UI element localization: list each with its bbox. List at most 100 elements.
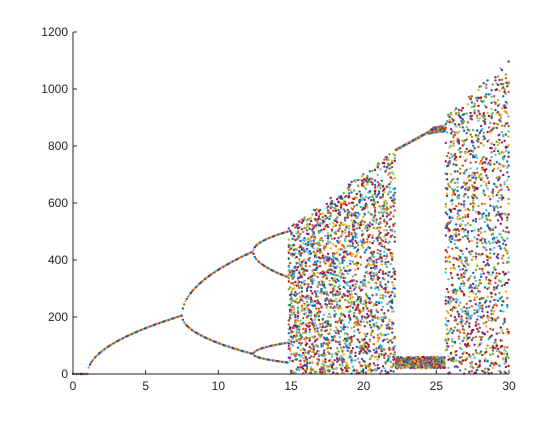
data-point — [320, 334, 323, 338]
data-point — [496, 98, 500, 102]
data-point — [502, 242, 505, 245]
data-point — [476, 318, 479, 321]
data-point — [393, 292, 396, 296]
data-point — [393, 209, 396, 212]
data-point — [346, 333, 349, 336]
data-point — [489, 282, 492, 285]
data-point — [364, 293, 368, 296]
data-point — [311, 360, 314, 364]
data-point — [315, 256, 318, 259]
data-point — [302, 300, 305, 303]
data-point — [309, 252, 313, 255]
data-point — [447, 295, 450, 299]
data-point — [375, 218, 378, 222]
data-points — [71, 60, 510, 376]
data-point — [184, 300, 187, 303]
data-point — [468, 322, 471, 325]
data-point — [309, 296, 313, 299]
data-point — [477, 323, 480, 326]
data-point — [379, 268, 382, 272]
data-point — [490, 248, 493, 251]
data-point — [320, 287, 323, 291]
data-point — [375, 282, 378, 285]
data-point — [325, 277, 328, 280]
data-point — [451, 309, 454, 312]
data-point — [183, 321, 186, 324]
data-point — [449, 267, 453, 270]
data-point — [358, 331, 361, 334]
data-point — [373, 209, 377, 212]
data-point — [478, 301, 481, 305]
data-point — [387, 232, 390, 235]
data-point — [490, 151, 493, 154]
data-point — [354, 211, 357, 214]
data-point — [342, 371, 345, 374]
data-point — [288, 229, 292, 232]
data-point — [358, 352, 361, 355]
data-point — [499, 309, 502, 313]
data-point — [316, 345, 319, 348]
data-point — [457, 108, 461, 112]
data-point — [366, 321, 369, 324]
data-point — [371, 294, 374, 297]
data-point — [389, 180, 392, 183]
data-point — [385, 215, 389, 218]
data-point — [460, 259, 463, 262]
data-point — [302, 356, 305, 360]
data-point — [462, 284, 466, 288]
data-point — [491, 188, 495, 191]
data-point — [504, 361, 508, 365]
data-point — [380, 243, 383, 247]
data-point — [490, 113, 493, 117]
data-point — [392, 205, 395, 208]
data-point — [392, 355, 395, 359]
data-point — [468, 306, 471, 309]
data-point — [457, 139, 461, 142]
data-point — [465, 317, 468, 320]
data-point — [468, 263, 471, 266]
data-point — [493, 310, 496, 313]
data-point — [447, 290, 450, 294]
data-point — [308, 303, 311, 306]
data-point — [287, 344, 290, 348]
data-point — [496, 219, 500, 222]
data-point — [479, 239, 483, 242]
data-point — [311, 282, 314, 285]
data-point — [498, 89, 501, 92]
data-point — [494, 340, 497, 344]
data-point — [299, 333, 302, 337]
data-point — [346, 281, 349, 284]
data-point — [474, 279, 478, 283]
data-point — [448, 221, 451, 224]
data-point — [296, 229, 300, 232]
data-point — [317, 312, 321, 315]
data-point — [302, 242, 305, 245]
data-point — [391, 341, 394, 344]
data-point — [377, 162, 381, 166]
data-point — [356, 338, 360, 342]
data-point — [341, 248, 344, 251]
data-point — [481, 252, 484, 256]
data-point — [312, 226, 315, 229]
data-point — [373, 200, 377, 204]
data-point — [393, 154, 396, 157]
data-point — [364, 304, 368, 308]
data-point — [372, 277, 375, 281]
data-point — [491, 312, 495, 316]
data-point — [338, 287, 341, 291]
data-point — [494, 147, 497, 150]
data-point — [353, 197, 356, 201]
data-point — [339, 221, 343, 224]
data-point — [336, 265, 339, 268]
data-point — [368, 196, 372, 199]
data-point — [373, 211, 377, 214]
data-point — [487, 114, 491, 118]
data-point — [328, 300, 331, 303]
data-point — [339, 269, 343, 272]
data-point — [356, 306, 360, 309]
data-point — [339, 354, 343, 358]
data-point — [476, 310, 479, 314]
data-point — [375, 300, 378, 304]
data-point — [332, 367, 335, 371]
data-point — [295, 292, 298, 296]
